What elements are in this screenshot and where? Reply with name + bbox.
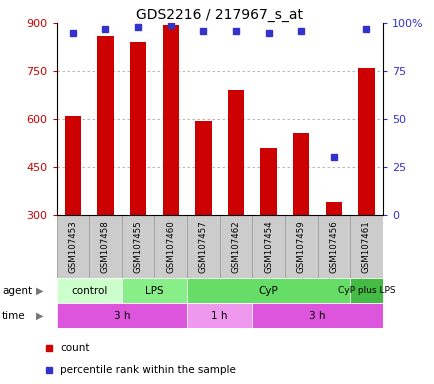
Text: GSM107455: GSM107455 xyxy=(133,220,142,273)
Text: CyP plus LPS: CyP plus LPS xyxy=(337,286,395,295)
Bar xyxy=(130,42,146,215)
Text: GSM107456: GSM107456 xyxy=(329,220,338,273)
Title: GDS2216 / 217967_s_at: GDS2216 / 217967_s_at xyxy=(136,8,302,22)
Bar xyxy=(195,121,211,215)
Bar xyxy=(349,215,382,278)
Text: CyP: CyP xyxy=(258,286,278,296)
Text: GSM107457: GSM107457 xyxy=(198,220,207,273)
Bar xyxy=(97,36,113,215)
Text: LPS: LPS xyxy=(145,286,163,296)
Bar xyxy=(358,68,374,215)
Text: 1 h: 1 h xyxy=(211,311,227,321)
Text: GSM107461: GSM107461 xyxy=(361,220,370,273)
Bar xyxy=(56,278,122,303)
Bar xyxy=(260,148,276,215)
Bar xyxy=(252,215,284,278)
Bar xyxy=(349,278,382,303)
Text: GSM107454: GSM107454 xyxy=(263,220,273,273)
Bar xyxy=(154,215,187,278)
Bar xyxy=(56,303,187,328)
Bar xyxy=(325,202,341,215)
Bar xyxy=(122,278,187,303)
Bar xyxy=(187,215,219,278)
Bar xyxy=(227,90,243,215)
Text: count: count xyxy=(60,343,89,354)
Text: percentile rank within the sample: percentile rank within the sample xyxy=(60,364,236,375)
Bar xyxy=(89,215,122,278)
Bar xyxy=(122,215,154,278)
Bar xyxy=(56,215,89,278)
Text: control: control xyxy=(71,286,107,296)
Text: GSM107453: GSM107453 xyxy=(68,220,77,273)
Bar xyxy=(252,303,382,328)
Bar xyxy=(219,215,252,278)
Text: GSM107458: GSM107458 xyxy=(101,220,110,273)
Bar xyxy=(162,25,178,215)
Bar xyxy=(293,134,309,215)
Bar xyxy=(187,278,349,303)
Text: ▶: ▶ xyxy=(36,286,43,296)
Text: ▶: ▶ xyxy=(36,311,43,321)
Bar xyxy=(65,116,81,215)
Text: GSM107462: GSM107462 xyxy=(231,220,240,273)
Text: GSM107459: GSM107459 xyxy=(296,220,305,273)
Text: time: time xyxy=(2,311,26,321)
Text: GSM107460: GSM107460 xyxy=(166,220,175,273)
Bar xyxy=(187,303,252,328)
Bar xyxy=(284,215,317,278)
Bar xyxy=(317,215,349,278)
Text: 3 h: 3 h xyxy=(113,311,130,321)
Text: agent: agent xyxy=(2,286,32,296)
Text: 3 h: 3 h xyxy=(309,311,325,321)
